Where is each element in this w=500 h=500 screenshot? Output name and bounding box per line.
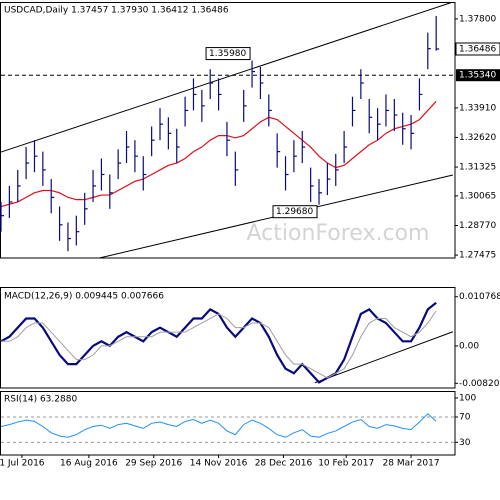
y-tick-label: 1.27475 [459, 251, 496, 261]
series-line [0, 100, 437, 208]
x-tick-label: 10 Feb 2017 [318, 459, 374, 469]
chart-title: USDCAD,Daily 1.37457 1.37930 1.36412 1.3… [4, 6, 229, 16]
price-marker-box [455, 42, 500, 56]
y-tick-label: 100 [459, 393, 476, 403]
y-tick-label: 1.31325 [459, 163, 496, 173]
x-tick-label: 16 Aug 2016 [60, 459, 118, 469]
plot-area [0, 301, 454, 384]
trend-line [0, 2, 454, 153]
x-tick-label: 29 Sep 2016 [125, 459, 182, 469]
x-tick-label: 28 Mar 2017 [383, 459, 440, 469]
macd-panel [0, 287, 456, 389]
plot-area [0, 413, 455, 443]
x-tick-label: 28 Dec 2016 [255, 459, 313, 469]
y-tick-label: 30 [459, 438, 471, 448]
series-line [0, 413, 437, 438]
y-tick-label: 1.28770 [459, 221, 496, 231]
y-tick-label: 0.010768 [459, 292, 500, 302]
annotation-label: 1.35980 [209, 49, 246, 59]
annotation-box [205, 47, 251, 61]
annotation-label: 1.29680 [276, 207, 313, 217]
rsi-title: RSI(14) 63.2880 [4, 395, 77, 405]
y-tick-label: 0.00 [459, 341, 479, 351]
macd-title: MACD(12,26,9) 0.009445 0.007666 [4, 292, 164, 302]
price-marker-label: 1.36486 [459, 44, 496, 54]
y-tick-label: -0.00820 [459, 379, 500, 389]
series-line [1, 310, 437, 379]
level-box [456, 69, 500, 82]
y-tick-label: 1.32620 [459, 133, 496, 143]
y-tick-label: 1.33910 [459, 103, 496, 113]
level-label: 1.35340 [459, 71, 496, 81]
price-panel [0, 2, 456, 259]
y-tick-label: 1.30065 [459, 191, 496, 201]
y-tick-label: 1.37800 [459, 14, 496, 24]
plot-area [0, 2, 454, 258]
series-line [0, 301, 437, 384]
y-tick-label: 70 [459, 412, 471, 422]
x-tick-label: 1 Jul 2016 [0, 459, 45, 469]
trend-line [314, 331, 454, 384]
annotation-box [272, 205, 318, 219]
x-tick-label: 14 Nov 2016 [190, 459, 248, 469]
rsi-panel [0, 391, 456, 456]
watermark: ActionForex.com [247, 221, 430, 246]
